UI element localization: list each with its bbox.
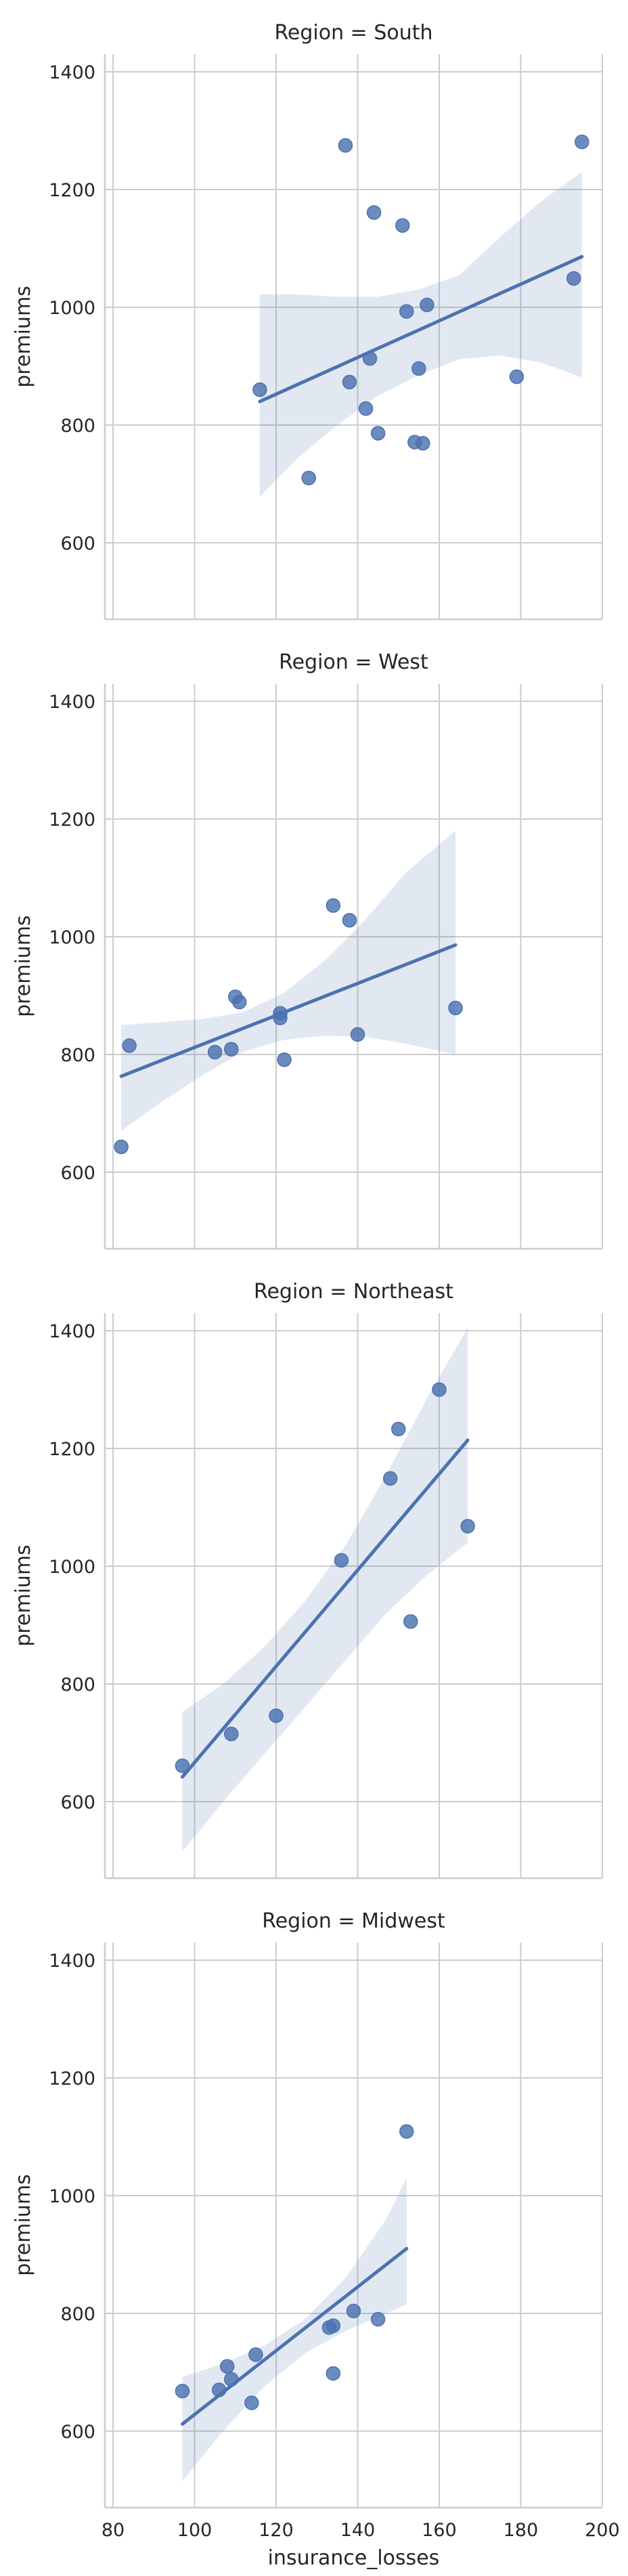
y-tick-label: 1200 [49,1439,95,1460]
data-point [575,134,589,150]
data-point [411,361,426,376]
y-tick-label: 1400 [49,1951,95,1972]
y-tick-label: 1000 [49,927,95,948]
regression-line [119,943,457,1078]
y-tick-label: 1200 [49,809,95,830]
data-point [219,2359,235,2374]
panel-title: Region = West [279,650,428,674]
data-point [370,426,386,441]
data-point [346,2303,361,2319]
y-axis-label: premiums [12,915,35,1017]
data-point [244,2395,259,2410]
regression-line [258,254,584,403]
x-tick-label: 80 [102,2520,125,2541]
data-point [448,1000,463,1016]
y-tick-label: 600 [60,1163,95,1184]
data-point [175,1758,190,1773]
data-point [399,304,414,319]
data-point [391,1421,406,1437]
data-point [277,1052,292,1067]
x-tick-label: 120 [259,2520,294,2541]
y-tick-label: 800 [60,416,95,437]
confidence-band [182,1327,468,1852]
data-point [362,351,378,366]
y-tick-label: 600 [60,1792,95,1813]
data-point [207,1044,223,1060]
facet-panel: Region = West 600 800 1000 1200 1400 premiums [12,650,603,1250]
data-point [566,271,581,286]
facet-panel: Region = Northeast 600 800 1000 1200 1400 prem… [12,1280,603,1880]
data-point [342,912,357,928]
data-point [211,2382,227,2397]
panel-title: Region = Midwest [262,1909,445,1933]
data-point [403,1614,418,1629]
data-point [432,1382,447,1397]
x-tick-label: 100 [177,2520,212,2541]
facet-panel: Region = South 600 800 1000 1200 1400 premiums [12,21,603,621]
data-point [382,1471,398,1486]
data-point [334,1553,349,1568]
data-point [420,297,434,313]
x-axis-label: insurance_losses [268,2546,440,2570]
data-point [416,436,430,451]
x-tick-label: 180 [503,2520,539,2541]
y-tick-label: 1400 [49,1321,95,1342]
y-tick-label: 1000 [49,298,95,319]
data-point [273,1011,288,1025]
regression-line [180,1438,470,1779]
panel-title: Region = Northeast [254,1280,453,1304]
data-point [326,898,341,913]
y-axis-label: premiums [12,286,35,388]
y-tick-label: 800 [60,2304,95,2325]
confidence-band [259,172,582,497]
confidence-band [121,830,456,1131]
facet-panel: Region = Midwest 600 800 1000 1200 1400 premiu… [12,1909,620,2570]
y-axis-label: premiums [12,1545,35,1647]
y-tick-label: 600 [60,533,95,554]
panel-title: Region = South [274,21,432,45]
data-point [248,2347,263,2362]
data-point [326,2318,341,2333]
regression-line [180,2246,409,2426]
x-tick-label: 160 [422,2520,457,2541]
y-tick-label: 1000 [49,2186,95,2207]
y-tick-label: 600 [60,2422,95,2443]
data-point [338,138,353,153]
data-point [395,218,410,233]
y-tick-label: 800 [60,1045,95,1066]
data-point [301,470,316,485]
y-tick-label: 800 [60,1674,95,1695]
confidence-band [182,2177,407,2481]
data-point [269,1708,284,1723]
data-point [350,1027,365,1042]
data-point [460,1519,475,1534]
data-point [252,382,267,397]
data-point [399,2124,414,2139]
y-tick-label: 1400 [49,62,95,83]
data-point [175,2384,190,2399]
data-point [370,2311,386,2327]
y-tick-label: 1200 [49,2068,95,2089]
data-point [224,1042,239,1057]
data-point [224,1727,239,1741]
data-point [122,1038,137,1053]
y-tick-label: 1400 [49,692,95,713]
data-point [114,1139,129,1155]
data-point [326,2366,341,2381]
y-tick-label: 1200 [49,180,95,201]
data-point [232,994,247,1010]
data-point [358,401,374,416]
x-tick-label: 140 [340,2520,376,2541]
data-point [342,374,357,390]
x-tick-label: 200 [585,2520,620,2541]
y-axis-label: premiums [12,2174,35,2276]
data-point [509,369,524,384]
data-point [366,205,382,220]
data-point [224,2372,239,2387]
y-tick-label: 1000 [49,1557,95,1578]
